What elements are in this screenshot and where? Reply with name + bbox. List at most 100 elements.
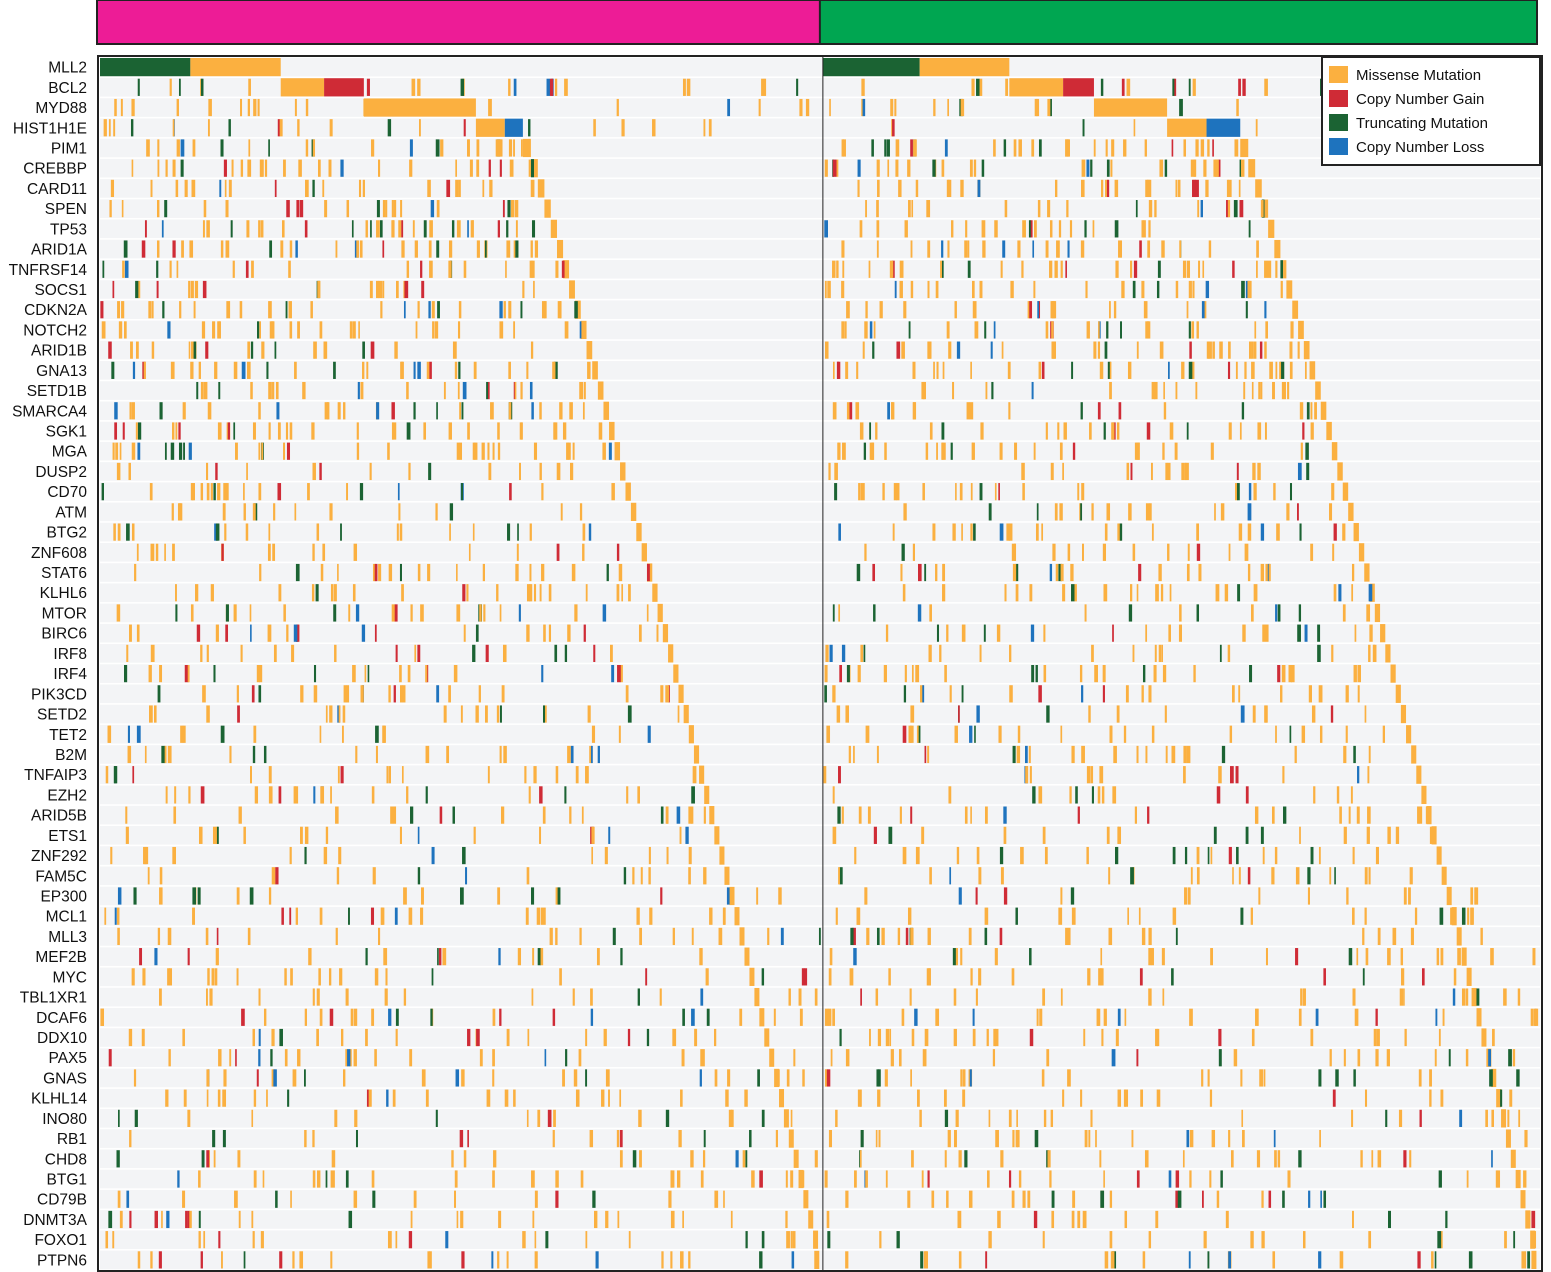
gene-row-btg1	[100, 1170, 1540, 1189]
alteration-tick-rb1	[678, 1130, 681, 1147]
alteration-tick-ep300	[237, 887, 240, 904]
alteration-tick-pik3cd	[479, 685, 481, 702]
alteration-tick-btg2	[1196, 523, 1199, 540]
alteration-tick-bcl2	[1005, 79, 1008, 96]
alteration-tick-mtor	[283, 604, 286, 621]
alteration-tick-ddx10	[396, 1029, 398, 1046]
alteration-tick-ddx10	[476, 1029, 480, 1046]
alteration-tick-mga	[1301, 443, 1303, 460]
alteration-tick-arid1a	[360, 240, 363, 257]
alteration-tick-klhl14	[1080, 1090, 1082, 1107]
alteration-tick-chd8	[202, 1150, 205, 1167]
alteration-tick-tnfaip3	[576, 766, 579, 783]
alteration-tick-card11	[305, 180, 309, 197]
alteration-tick-smarca4	[850, 402, 853, 419]
alteration-tick-gnas	[574, 1069, 577, 1086]
alteration-tick-mll3	[819, 928, 821, 945]
alteration-tick-dusp2	[1257, 463, 1260, 480]
alteration-tick-notch2	[1098, 321, 1100, 338]
alteration-tick-hist1h1e	[464, 119, 466, 136]
alteration-tick-dcaf6	[825, 1009, 829, 1026]
alteration-tick-chd8	[1403, 1150, 1406, 1167]
alteration-tick-arid1b	[362, 342, 365, 359]
alteration-tick-irf8	[126, 645, 128, 662]
alteration-tick-btg2	[126, 523, 130, 540]
alteration-tick-klhl6	[1004, 584, 1006, 601]
alteration-tick-irf4	[408, 665, 411, 682]
alteration-tick-mtor	[1278, 604, 1281, 621]
alteration-tick-chd8	[743, 1150, 746, 1167]
frontier-mark-znf608-0	[642, 543, 647, 561]
alteration-tick-bcl2	[508, 79, 510, 96]
alteration-tick-stat6	[418, 564, 421, 581]
alteration-tick-mga	[113, 443, 115, 460]
alteration-tick-klhl14	[1333, 1090, 1336, 1107]
alteration-tick-ets1	[1214, 827, 1217, 844]
alteration-tick-socs1	[533, 281, 535, 298]
alteration-tick-arid1b	[275, 342, 277, 359]
alteration-tick-znf292	[1263, 847, 1265, 864]
alteration-tick-birc6	[286, 625, 288, 642]
alteration-tick-btg1	[1189, 1170, 1191, 1187]
alteration-tick-dnmt3a	[185, 1211, 188, 1228]
alteration-tick-socs1	[203, 281, 207, 298]
alteration-tick-card11	[877, 180, 880, 197]
alteration-tick-notch2	[167, 321, 170, 338]
gene-row-znf292	[100, 846, 1540, 865]
alteration-tick-arid5b	[1367, 807, 1371, 824]
alteration-tick-dusp2	[488, 463, 491, 480]
alteration-tick-btg1	[1019, 1170, 1021, 1187]
gene-label-mtor: MTOR	[42, 605, 87, 622]
alteration-tick-mll3	[1142, 928, 1145, 945]
alteration-tick-spen	[122, 200, 124, 217]
alteration-tick-btg2	[1299, 523, 1301, 540]
alteration-tick-cdkn2a	[1246, 301, 1248, 318]
alteration-tick-rb1	[1242, 1130, 1245, 1147]
alteration-tick-cd70	[277, 483, 281, 500]
alteration-tick-irf4	[1163, 665, 1166, 682]
alteration-tick-klhl14	[386, 1090, 388, 1107]
alteration-tick-mcl1	[543, 908, 546, 925]
alteration-tick-sgk1	[1057, 422, 1059, 439]
alteration-tick-irf4	[1193, 665, 1195, 682]
alteration-tick-dcaf6	[430, 1009, 432, 1026]
alteration-tick-gna13	[845, 362, 848, 379]
alteration-tick-btg1	[751, 1170, 755, 1187]
alteration-tick-b2m	[927, 746, 929, 763]
alteration-tick-irf8	[417, 645, 420, 662]
alteration-tick-arid5b	[837, 807, 840, 824]
alteration-tick-ptpn6	[1318, 1251, 1321, 1268]
alteration-tick-foxo1	[105, 1231, 108, 1248]
alteration-tick-ino80	[638, 1110, 641, 1127]
alteration-tick-socs1	[421, 281, 424, 298]
alteration-tick-mcl1	[908, 908, 911, 925]
alteration-tick-dnmt3a	[166, 1211, 169, 1228]
alteration-tick-ptpn6	[507, 1251, 509, 1268]
alteration-tick-mtor	[356, 604, 359, 621]
alteration-tick-cd79b	[1012, 1191, 1015, 1208]
alteration-tick-pax5	[1508, 1049, 1512, 1066]
alteration-tick-pim1	[945, 139, 948, 156]
alteration-tick-dusp2	[557, 463, 561, 480]
alteration-tick-ezh2	[1351, 786, 1353, 803]
frontier-mark-arid1a-0	[557, 240, 563, 258]
alteration-tick-spen	[300, 200, 304, 217]
alteration-tick-b2m	[1145, 746, 1147, 763]
alteration-tick-crebbp	[1191, 160, 1194, 177]
frontier-mark-smarca4-0	[603, 402, 609, 420]
alteration-tick-gna13	[943, 362, 945, 379]
alteration-tick-ino80	[1399, 1110, 1402, 1127]
alteration-tick-znf608	[137, 544, 139, 561]
alteration-tick-btg1	[759, 1170, 763, 1187]
alteration-tick-pax5	[1330, 1049, 1332, 1066]
alteration-tick-atm	[1106, 503, 1110, 520]
frontier-mark-mll3-0	[739, 927, 744, 945]
alteration-tick-sgk1	[554, 422, 557, 439]
alteration-tick-irf8	[1331, 645, 1333, 662]
alteration-tick-socs1	[1176, 281, 1178, 298]
alteration-tick-tnfrsf14	[900, 261, 904, 278]
alteration-tick-znf608	[1014, 544, 1016, 561]
legend-swatch-4	[1329, 138, 1348, 155]
alteration-tick-ezh2	[313, 786, 315, 803]
alteration-tick-znf292	[338, 847, 341, 864]
